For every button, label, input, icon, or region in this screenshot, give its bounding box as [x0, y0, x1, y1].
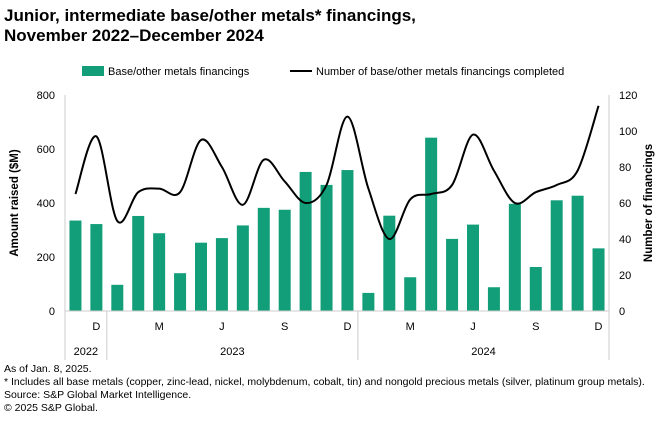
- x-tick-label: J: [219, 321, 225, 333]
- y2-axis-title: Number of financings: [643, 144, 655, 262]
- bar: [550, 200, 563, 311]
- y2-tick-label: 120: [619, 90, 637, 102]
- bar: [195, 242, 207, 311]
- y-tick-label: 600: [37, 144, 55, 156]
- bar: [257, 207, 270, 311]
- y-axis-title: Amount raised ($M): [9, 149, 21, 257]
- x-tick-label: S: [281, 321, 288, 333]
- x-tick-label: D: [343, 321, 351, 333]
- y-tick-label: 800: [37, 90, 55, 102]
- y2-tick-label: 100: [619, 126, 637, 138]
- x-tick-label: S: [532, 321, 539, 333]
- y2-tick-label: 20: [619, 270, 631, 282]
- bar: [467, 224, 479, 311]
- note-date: As of Jan. 8, 2025.: [4, 363, 92, 375]
- bar: [341, 170, 354, 311]
- bar: [153, 233, 166, 311]
- bar: [404, 277, 417, 311]
- x-tick-label: D: [92, 321, 100, 333]
- x-tick-label: J: [470, 321, 476, 333]
- note-copyright: © 2025 S&P Global.: [4, 402, 98, 414]
- bar: [90, 224, 103, 311]
- bar: [111, 284, 124, 311]
- bar: [446, 238, 459, 311]
- year-label: 2023: [220, 346, 244, 358]
- y2-tick-label: 0: [619, 306, 625, 318]
- bar: [362, 292, 375, 311]
- y2-tick-label: 60: [619, 198, 631, 210]
- financings-count-line: [74, 105, 600, 240]
- bar: [299, 171, 312, 311]
- bar: [487, 287, 500, 311]
- bar: [320, 184, 333, 311]
- year-label: 2022: [74, 346, 98, 358]
- notes: As of Jan. 8, 2025. * Includes all base …: [4, 363, 645, 415]
- note-footnote: * Includes all base metals (copper, zinc…: [4, 376, 645, 388]
- y-tick-label: 200: [37, 252, 55, 264]
- bar: [425, 137, 438, 311]
- year-label: 2024: [471, 346, 495, 358]
- y2-tick-label: 80: [619, 162, 631, 174]
- bar: [508, 203, 521, 311]
- y2-tick-label: 40: [619, 234, 631, 246]
- bar: [215, 238, 228, 311]
- note-source: Source: S&P Global Market Intelligence.: [4, 389, 192, 401]
- legend-line-label: Number of base/other metals financings c…: [316, 66, 564, 78]
- bar: [174, 273, 187, 311]
- x-tick-label: M: [155, 321, 164, 333]
- bar: [383, 215, 396, 311]
- x-tick-label: D: [595, 321, 603, 333]
- x-tick-label: M: [406, 321, 415, 333]
- bar: [236, 225, 249, 311]
- legend-bar-label: Base/other metals financings: [108, 66, 250, 78]
- bar: [69, 220, 82, 311]
- bar: [278, 209, 291, 311]
- bar: [529, 266, 542, 311]
- y-tick-label: 400: [37, 198, 55, 210]
- chart-title: Junior, intermediate base/other metals* …: [4, 6, 416, 45]
- y-tick-label: 0: [49, 306, 55, 318]
- bar: [132, 215, 145, 311]
- bar: [592, 248, 605, 311]
- bar: [571, 195, 584, 311]
- legend-bar-swatch: [82, 66, 104, 76]
